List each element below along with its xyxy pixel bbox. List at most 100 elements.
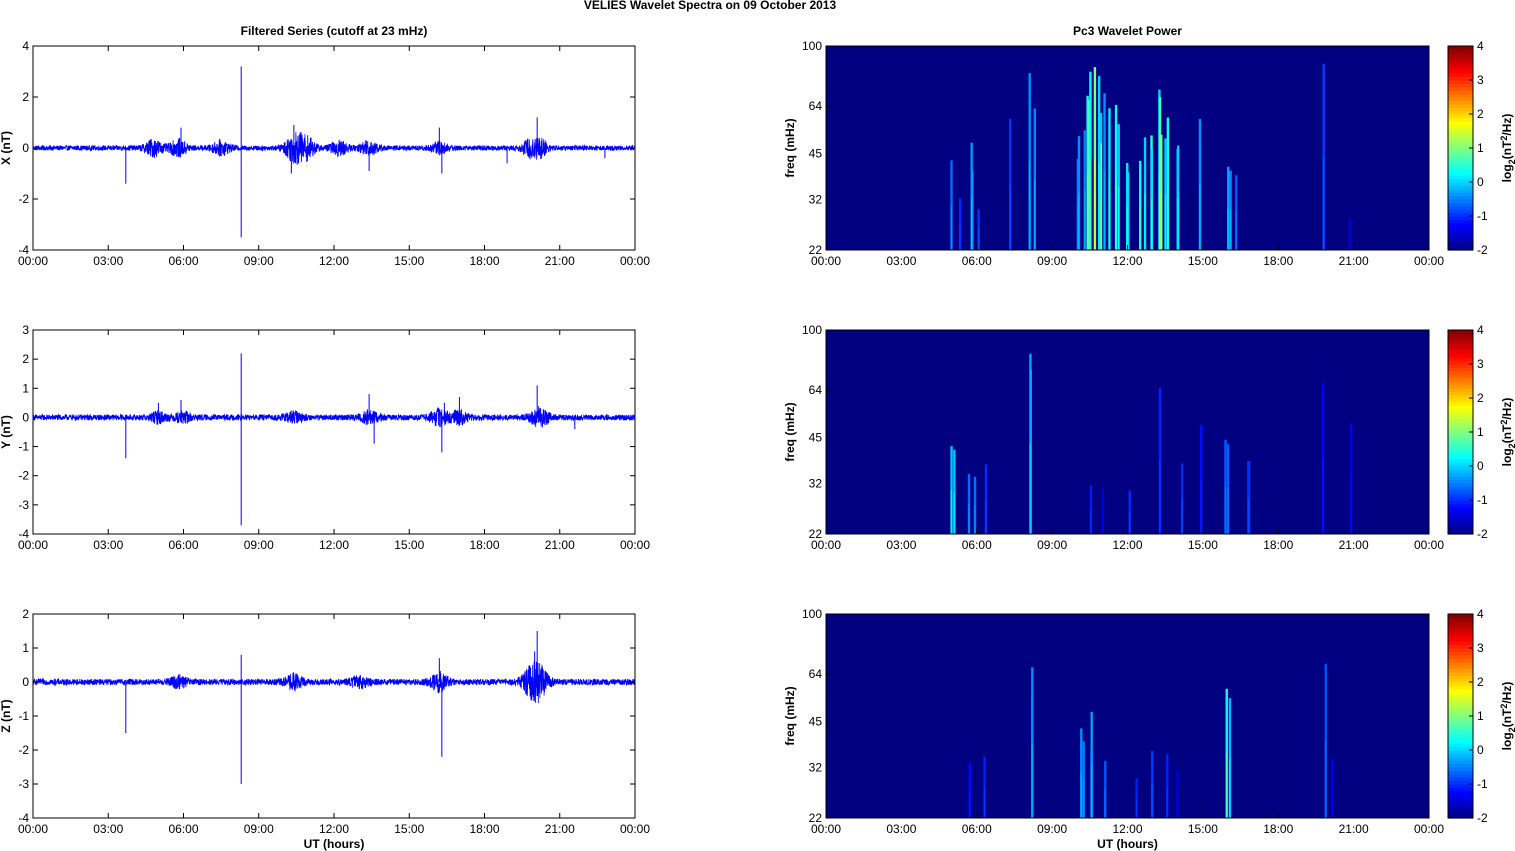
colorbar-step (1448, 500, 1473, 504)
colorbar-step (1448, 435, 1473, 440)
colorbar-step (1448, 624, 1473, 629)
colorbar-step (1448, 83, 1473, 88)
colorbar-step (1448, 719, 1473, 724)
colorbar-tick-label: 2 (1477, 675, 1484, 689)
power-streak (1028, 73, 1031, 250)
colorbar-step (1448, 398, 1473, 402)
x-tick-label: 21:00 (1339, 822, 1369, 836)
power-streak-core (1117, 187, 1120, 250)
colorbar-step (1448, 364, 1473, 368)
colorbar-step (1448, 620, 1473, 625)
colorbar-step (1448, 415, 1473, 419)
colorbar-step (1448, 340, 1473, 345)
colorbar-step (1448, 114, 1473, 118)
colorbar-step (1448, 195, 1473, 200)
power-streak-core (1128, 512, 1131, 534)
colorbar-step (1448, 438, 1473, 443)
colorbar-step (1448, 154, 1473, 159)
colorbar-step (1448, 489, 1473, 494)
colorbar-step (1448, 726, 1473, 731)
colorbar-step (1448, 503, 1473, 508)
y-tick-label: -1 (18, 709, 29, 723)
heatmap-background (826, 614, 1429, 818)
x-axis-label: UT (hours) (1097, 837, 1158, 851)
y-tick-label: -2 (18, 192, 29, 206)
x-tick-label: 00:00 (1414, 254, 1444, 268)
y-tick-label: 100 (802, 607, 822, 621)
y-tick-label: -4 (18, 527, 29, 541)
power-streak-core (983, 787, 985, 818)
colorbar-step (1448, 486, 1473, 491)
colorbar-step (1448, 445, 1473, 450)
x-tick-label: 06:00 (962, 538, 992, 552)
colorbar-step (1448, 330, 1473, 334)
colorbar-step (1448, 66, 1473, 71)
colorbar-step (1448, 408, 1473, 413)
signal-trace (32, 132, 636, 165)
colorbar-step (1448, 229, 1473, 234)
colorbar-step (1448, 699, 1473, 703)
x-tick-label: 00:00 (620, 538, 650, 552)
series-panel-1: -4 -2 0 2 4 00:00 03:00 06:00 09:00 12:00 15:00 18:… (0, 24, 650, 268)
colorbar-step (1448, 493, 1473, 498)
colorbar-step (1448, 333, 1473, 338)
colorbar-step (1448, 712, 1473, 717)
colorbar-step (1448, 627, 1473, 632)
colorbar-step (1448, 665, 1473, 669)
power-streak-core (1229, 210, 1232, 250)
colorbar-step (1448, 729, 1473, 734)
power-streak-core (1227, 489, 1229, 534)
x-tick-label: 03:00 (93, 254, 123, 268)
power-streak-core (1094, 158, 1096, 250)
y-tick-label: 22 (809, 811, 823, 825)
colorbar-step (1448, 171, 1473, 176)
colorbar-step (1448, 753, 1473, 758)
y-tick-label: 64 (809, 667, 823, 681)
colorbar-step (1448, 222, 1473, 227)
y-tick-label: 0 (22, 410, 29, 424)
colorbar-step (1448, 347, 1473, 351)
power-streak-core (1225, 753, 1228, 818)
power-streak-core (1322, 156, 1325, 250)
x-tick-label: 06:00 (168, 254, 198, 268)
y-tick-label: 64 (809, 383, 823, 397)
x-tick-label: 21:00 (545, 538, 575, 552)
power-streak-core (953, 491, 955, 534)
colorbar-step (1448, 384, 1473, 389)
colorbar-step (1448, 63, 1473, 67)
y-tick-label: 2 (22, 90, 29, 104)
colorbar: -2 -1 0 1 2 3 4 log2(nT2/Hz) (1447, 323, 1515, 541)
colorbar-step (1448, 246, 1473, 251)
colorbar-step (1448, 243, 1473, 248)
power-streak-core (1083, 190, 1086, 250)
power-streak-core (1028, 161, 1031, 250)
x-tick-label: 12:00 (319, 822, 349, 836)
power-streak-core (1090, 764, 1093, 818)
x-tick-label: 18:00 (469, 254, 499, 268)
colorbar-step (1448, 69, 1473, 74)
x-tick-label: 18:00 (1263, 254, 1293, 268)
colorbar-step (1448, 411, 1473, 416)
colorbar-step (1448, 219, 1473, 224)
x-tick-label: 00:00 (620, 254, 650, 268)
power-streak-core (950, 490, 952, 534)
power-streak-core (1248, 497, 1250, 534)
colorbar-step (1448, 661, 1473, 666)
panel-title: Filtered Series (cutoff at 23 mHz) (241, 24, 428, 38)
colorbar-step (1448, 425, 1473, 430)
power-streak-core (1199, 184, 1201, 250)
colorbar-step (1448, 483, 1473, 487)
colorbar-step (1448, 192, 1473, 197)
y-axis-label: X (nT) (0, 131, 13, 165)
colorbar-step (1448, 141, 1473, 146)
colorbar-step (1448, 182, 1473, 186)
colorbar-tick-label: 0 (1477, 459, 1484, 473)
power-streak-core (1082, 779, 1085, 818)
colorbar-step (1448, 401, 1473, 406)
colorbar-step (1448, 370, 1473, 375)
colorbar-tick-label: 4 (1477, 323, 1484, 337)
x-tick-label: 15:00 (1188, 822, 1218, 836)
x-tick-label: 00:00 (1414, 538, 1444, 552)
x-tick-label: 00:00 (620, 822, 650, 836)
